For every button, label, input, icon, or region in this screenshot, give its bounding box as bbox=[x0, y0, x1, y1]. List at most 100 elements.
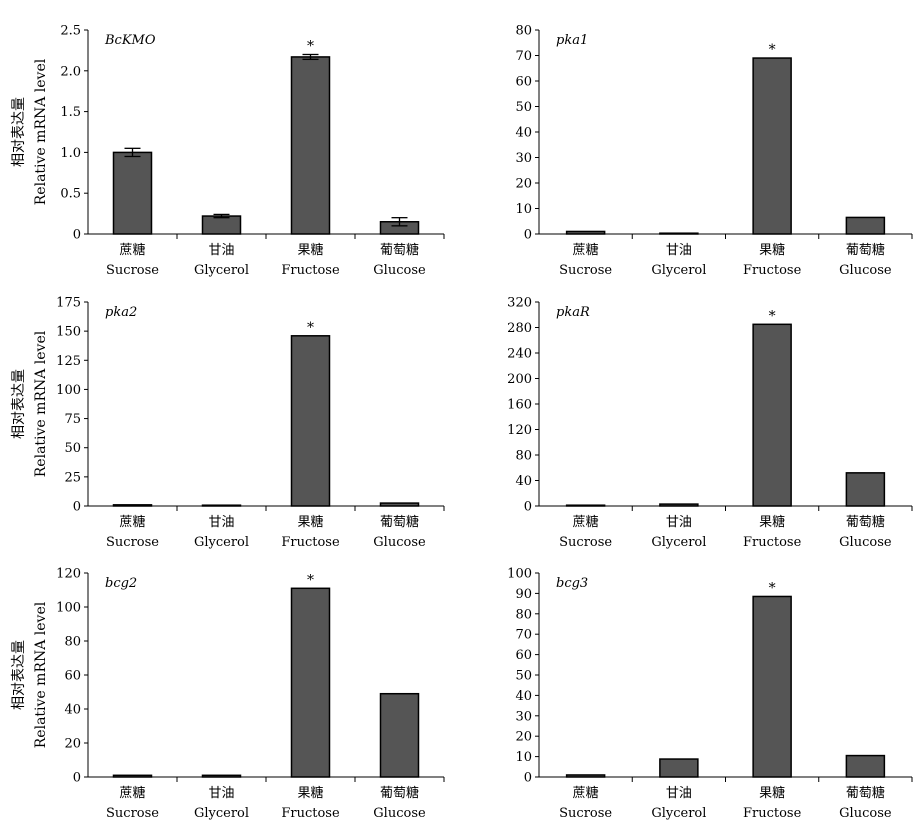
chart-2-category-label: Glucose bbox=[839, 263, 892, 278]
chart-3-category-label: Glycerol bbox=[194, 535, 249, 550]
chart-1-category-label-zh: 蔗糖 bbox=[119, 242, 145, 258]
chart-4-title: pkaR bbox=[556, 305, 590, 320]
chart-4-y-tick-label: 40 bbox=[515, 474, 532, 489]
chart-4-category-label-zh: 葡萄糖 bbox=[846, 514, 885, 530]
chart-6-bar bbox=[565, 774, 606, 778]
chart-5-y-tick-label: 60 bbox=[64, 669, 81, 684]
chart-1-category-label-zh: 果糖 bbox=[297, 242, 323, 258]
chart-1-y-tick-label: 0.5 bbox=[60, 187, 81, 202]
chart-4-y-tick-label: 0 bbox=[524, 500, 532, 515]
chart-3-y-tick-label: 25 bbox=[64, 470, 81, 485]
chart-5-y-tick-label: 120 bbox=[56, 567, 81, 582]
chart-2-y-tick-label: 0 bbox=[524, 228, 532, 243]
chart-2-category-label-zh: 蔗糖 bbox=[573, 242, 599, 258]
chart-3-significance-mark: * bbox=[307, 320, 314, 336]
chart-5-y-axis-title: Relative mRNA level bbox=[33, 601, 49, 748]
chart-1-y-axis-title-zh: 相对表达量 bbox=[11, 97, 27, 167]
chart-1-y-tick-label: 2.5 bbox=[60, 24, 81, 39]
chart-4-y-tick-label: 200 bbox=[507, 372, 532, 387]
chart-3-category-label-zh: 葡萄糖 bbox=[380, 514, 419, 530]
chart-6-bar bbox=[752, 595, 792, 778]
chart-6-bar bbox=[659, 758, 699, 778]
chart-3-category-label: Sucrose bbox=[106, 535, 159, 550]
chart-6-category-label-zh: 甘油 bbox=[666, 786, 692, 801]
chart-4-bar bbox=[845, 472, 886, 507]
chart-5-title: bcg2 bbox=[105, 576, 137, 591]
chart-5-bar bbox=[112, 774, 153, 778]
chart-2-y-tick-label: 80 bbox=[515, 24, 532, 39]
chart-6-bar bbox=[845, 754, 886, 778]
chart-1-bar bbox=[201, 215, 242, 235]
chart-2-significance-mark: * bbox=[769, 42, 776, 58]
chart-4-y-tick-label: 240 bbox=[507, 347, 532, 362]
chart-1-y-tick-label: 1.5 bbox=[60, 105, 81, 120]
chart-1-category-label: Sucrose bbox=[106, 263, 159, 278]
chart-5-category-label-zh: 蔗糖 bbox=[119, 785, 145, 801]
chart-6-category-label: Fructose bbox=[743, 806, 802, 821]
chart-1-title: BcKMO bbox=[104, 33, 156, 48]
chart-1-category-label: Glycerol bbox=[194, 263, 249, 278]
chart-6-y-tick-label: 90 bbox=[515, 587, 532, 602]
chart-1-significance-mark: * bbox=[307, 38, 314, 54]
chart-3-y-tick-label: 175 bbox=[56, 296, 81, 311]
chart-3-y-axis-title: Relative mRNA level bbox=[33, 330, 49, 477]
chart-3-bar bbox=[379, 502, 420, 507]
chart-2-y-tick-label: 50 bbox=[515, 100, 532, 115]
chart-5-category-label: Glycerol bbox=[194, 806, 249, 821]
chart-5-bar bbox=[290, 587, 331, 778]
chart-6-title: bcg3 bbox=[556, 576, 588, 591]
chart-1-y-tick-label: 2.0 bbox=[60, 64, 81, 79]
chart-1-y-tick-label: 0 bbox=[73, 228, 81, 243]
chart-4-bar bbox=[752, 323, 792, 507]
chart-6-category-label-zh: 蔗糖 bbox=[573, 785, 599, 801]
chart-1-category-label-zh: 葡萄糖 bbox=[380, 242, 419, 258]
chart-6-category-label-zh: 果糖 bbox=[759, 785, 785, 801]
chart-5-y-axis-title-zh: 相对表达量 bbox=[11, 640, 27, 710]
chart-4-category-label-zh: 蔗糖 bbox=[573, 514, 599, 530]
chart-4-category-label: Sucrose bbox=[559, 535, 612, 550]
chart-2-bar bbox=[565, 230, 606, 235]
chart-4-y-tick-label: 160 bbox=[507, 398, 532, 413]
chart-3-y-tick-label: 125 bbox=[56, 354, 81, 369]
chart-1-bar bbox=[290, 56, 331, 235]
chart-3-category-label-zh: 甘油 bbox=[208, 515, 234, 530]
chart-1-y-axis-title: Relative mRNA level bbox=[33, 58, 49, 205]
chart-2-y-tick-label: 30 bbox=[515, 151, 532, 166]
chart-2-category-label-zh: 甘油 bbox=[666, 243, 692, 258]
chart-2-bar bbox=[845, 216, 886, 235]
chart-2-category-label: Fructose bbox=[743, 263, 802, 278]
chart-4-y-tick-label: 80 bbox=[515, 449, 532, 464]
chart-3-y-tick-label: 75 bbox=[64, 412, 81, 427]
chart-5-category-label: Sucrose bbox=[106, 806, 159, 821]
chart-6-y-tick-label: 60 bbox=[515, 648, 532, 663]
chart-3-bar bbox=[112, 504, 153, 507]
chart-1-category-label: Glucose bbox=[373, 263, 426, 278]
chart-4-y-tick-label: 120 bbox=[507, 423, 532, 438]
chart-3-category-label-zh: 蔗糖 bbox=[119, 514, 145, 530]
chart-5-y-tick-label: 40 bbox=[64, 703, 81, 718]
chart-6-y-tick-label: 70 bbox=[515, 628, 532, 643]
chart-6-y-tick-label: 80 bbox=[515, 607, 532, 622]
chart-6-category-label: Glycerol bbox=[651, 806, 706, 821]
chart-6-y-tick-label: 40 bbox=[515, 689, 532, 704]
chart-4-category-label-zh: 甘油 bbox=[666, 515, 692, 530]
chart-3-category-label: Glucose bbox=[373, 535, 426, 550]
chart-1-category-label-zh: 甘油 bbox=[208, 243, 234, 258]
chart-3-bar bbox=[201, 504, 242, 507]
chart-2-category-label: Sucrose bbox=[559, 263, 612, 278]
chart-3-y-axis-title-zh: 相对表达量 bbox=[11, 369, 27, 439]
chart-3-title: pka2 bbox=[105, 305, 137, 320]
chart-3-category-label: Fructose bbox=[281, 535, 340, 550]
chart-2-bar bbox=[659, 232, 699, 235]
chart-6-y-tick-label: 50 bbox=[515, 669, 532, 684]
chart-6-y-tick-label: 30 bbox=[515, 709, 532, 724]
chart-5-category-label-zh: 葡萄糖 bbox=[380, 785, 419, 801]
chart-2-title: pka1 bbox=[556, 33, 588, 48]
chart-2-y-tick-label: 20 bbox=[515, 177, 532, 192]
chart-3-category-label-zh: 果糖 bbox=[297, 514, 323, 530]
chart-5-bar bbox=[201, 774, 242, 778]
chart-5-category-label-zh: 果糖 bbox=[297, 785, 323, 801]
chart-1-category-label: Fructose bbox=[281, 263, 340, 278]
chart-4-significance-mark: * bbox=[769, 308, 776, 324]
